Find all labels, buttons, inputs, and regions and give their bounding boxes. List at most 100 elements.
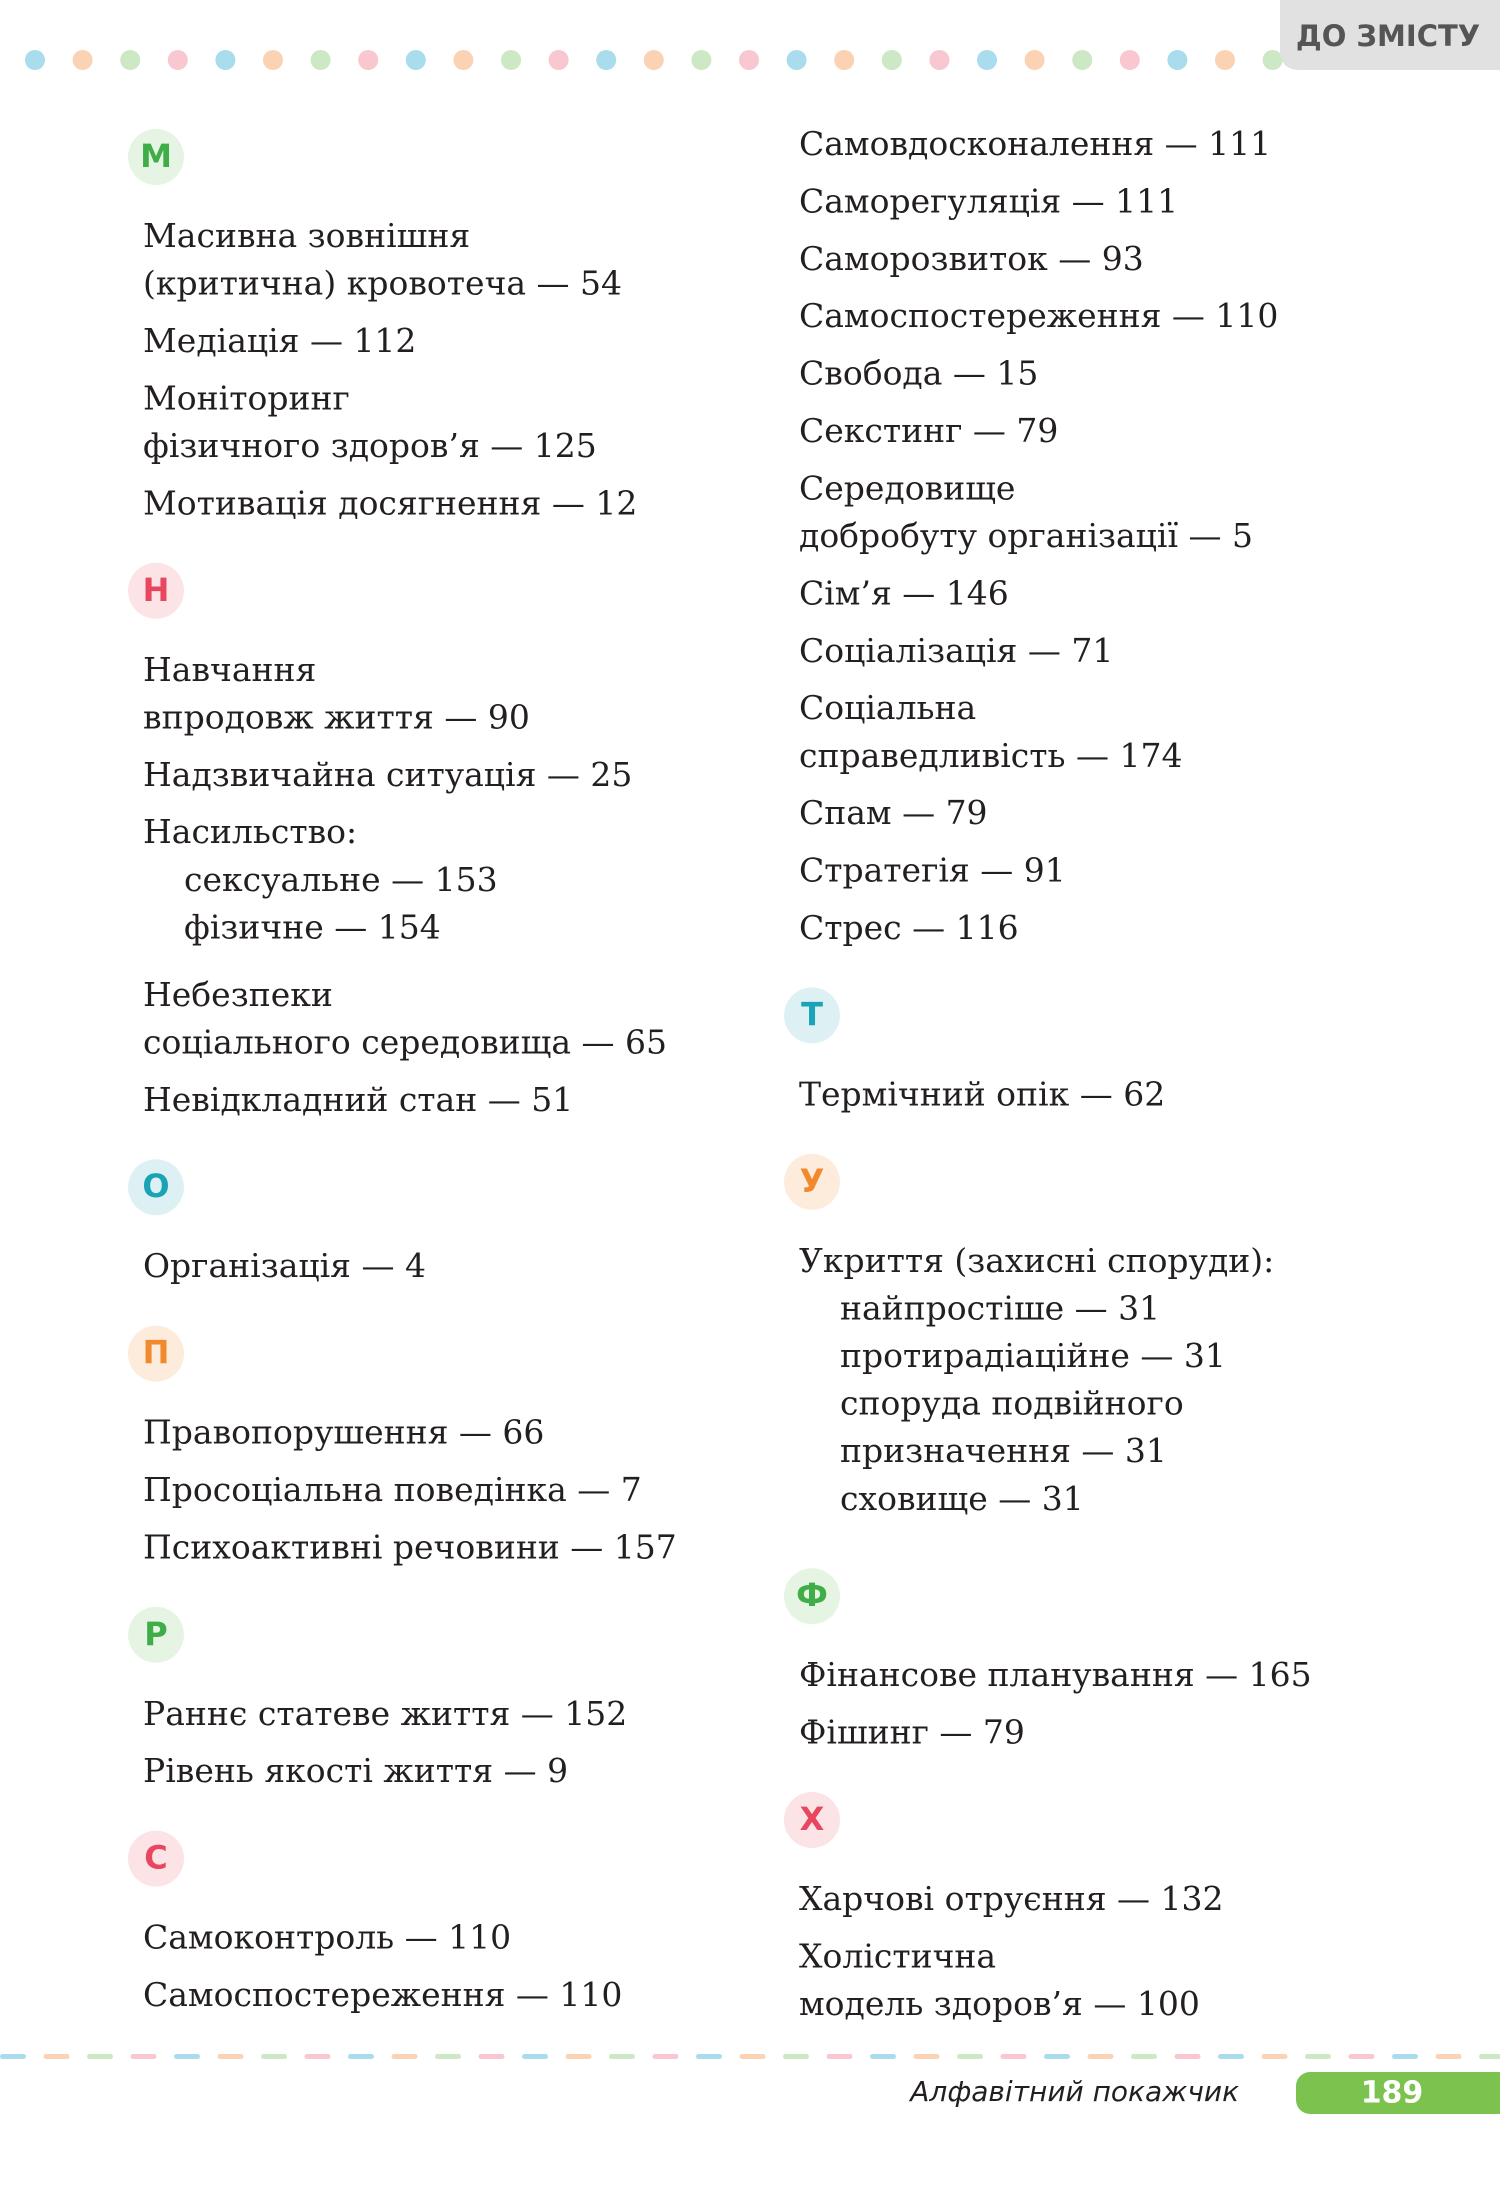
dash — [1044, 2054, 1070, 2059]
dash — [1261, 2054, 1288, 2059]
dot — [215, 50, 236, 70]
section-letter: Р — [144, 1615, 167, 1653]
section-letter: У — [800, 1162, 825, 1200]
dot — [310, 50, 331, 70]
index-entry: Просоціальна поведінка — 7 — [143, 1470, 642, 1509]
dot — [1262, 50, 1283, 70]
index-entry: Моніторинг — [143, 378, 350, 417]
dot — [1119, 50, 1140, 70]
index-entry: Стратегія — 91 — [799, 851, 1066, 890]
dash — [1000, 2054, 1027, 2059]
letter-badge — [128, 1159, 184, 1216]
dash — [348, 2054, 374, 2059]
index-entry: Свобода — 15 — [799, 354, 1038, 393]
index-entry: соціального середовища — 65 — [143, 1022, 667, 1061]
index-entry: Психоактивні речовини — 157 — [143, 1527, 677, 1566]
dash — [391, 2054, 418, 2059]
dot — [596, 50, 617, 70]
dash — [435, 2054, 461, 2059]
index-entry: Небезпеки — [143, 975, 333, 1014]
index-entry: модель здоров’я — 100 — [799, 1984, 1200, 2023]
dot — [739, 50, 759, 70]
dot — [834, 50, 855, 70]
index-entry: (критична) кровотеча — 54 — [143, 264, 622, 303]
index-entry: Секстинг — 79 — [799, 411, 1058, 450]
index-entry: Надзвичайна ситуація — 25 — [143, 755, 632, 794]
dash — [43, 2054, 70, 2059]
section-letter: П — [143, 1334, 170, 1372]
index-entry: Харчові отруєння — 132 — [799, 1879, 1224, 1918]
index-entry: Соціалізація — 71 — [799, 631, 1113, 670]
dash — [217, 2054, 244, 2059]
index-subentry: призначення — 31 — [840, 1431, 1167, 1470]
dot — [358, 50, 379, 70]
index-entry: Сім’я — 146 — [799, 573, 1009, 612]
section-letter: О — [142, 1167, 169, 1205]
dot — [25, 50, 45, 70]
dash — [1348, 2054, 1375, 2059]
index-entry: Спам — 79 — [799, 793, 988, 832]
dash — [1392, 2054, 1418, 2059]
section-letter: С — [144, 1839, 167, 1877]
dot — [1215, 50, 1235, 70]
index-entry: Фінансове планування — 165 — [799, 1655, 1312, 1694]
letter-badge — [128, 1830, 184, 1887]
dash — [1479, 2054, 1500, 2059]
dot — [72, 50, 93, 70]
dash — [87, 2054, 113, 2059]
index-entry: Самовдосконалення — 111 — [799, 124, 1271, 163]
letter-badge — [128, 562, 184, 619]
page-number: 189 — [1361, 2076, 1424, 2111]
dash — [913, 2054, 940, 2059]
dash — [783, 2054, 809, 2059]
index-entry: фізичного здоров’я — 125 — [143, 426, 597, 465]
dash — [0, 2054, 26, 2059]
index-entry: Масивна зовнішня — [143, 216, 470, 255]
index-subentry: найпростіше — 31 — [840, 1288, 1160, 1327]
dash — [1305, 2054, 1331, 2059]
letter-badge — [784, 1153, 840, 1210]
dot — [881, 50, 902, 70]
index-entry: справедливість — 174 — [799, 736, 1182, 775]
dot — [1072, 50, 1093, 70]
index-entry: Організація — 4 — [143, 1246, 426, 1285]
dash — [261, 2054, 287, 2059]
index-entry: Рівень якості життя — 9 — [143, 1751, 568, 1790]
dot — [405, 50, 426, 70]
dash — [739, 2054, 766, 2059]
index-entry: Самоспостереження — 110 — [143, 1975, 622, 2014]
dash — [696, 2054, 722, 2059]
dash — [1435, 2054, 1462, 2059]
index-entry: Соціальна — [799, 688, 976, 727]
dot — [977, 50, 997, 70]
index-entry: Самоконтроль — 110 — [143, 1918, 511, 1957]
index-entry: впродовж життя — 90 — [143, 697, 530, 736]
dot — [786, 50, 807, 70]
dash — [304, 2054, 331, 2059]
dot — [120, 50, 141, 70]
index-entry: Медіація — 112 — [143, 321, 416, 360]
dash — [957, 2054, 983, 2059]
index-entry: Середовище — [799, 468, 1015, 507]
section-letter: Ф — [796, 1576, 828, 1614]
contents-tab-label[interactable]: ДО ЗМІСТУ — [1296, 19, 1480, 53]
dash — [174, 2054, 200, 2059]
dash — [1174, 2054, 1201, 2059]
section-letter: М — [140, 137, 172, 175]
dot — [167, 50, 188, 70]
dash — [652, 2054, 679, 2059]
letter-badge — [128, 1325, 184, 1382]
index-entry: Укриття (захисні споруди): — [799, 1241, 1274, 1280]
dash — [1131, 2054, 1157, 2059]
page-number-pill — [1296, 2072, 1500, 2114]
index-entry: Самоспостереження — 110 — [799, 296, 1278, 335]
contents-tab[interactable] — [1280, 0, 1500, 70]
section-letter: Х — [800, 1800, 825, 1838]
dot — [929, 50, 950, 70]
index-entry: добробуту організації — 5 — [799, 516, 1253, 555]
index-entry: Саморегуляція — 111 — [799, 181, 1178, 220]
index-subentry: сховище — 31 — [840, 1479, 1084, 1518]
index-entry: Правопорушення — 66 — [143, 1413, 544, 1452]
dash — [1087, 2054, 1114, 2059]
section-letter: Н — [143, 571, 170, 609]
